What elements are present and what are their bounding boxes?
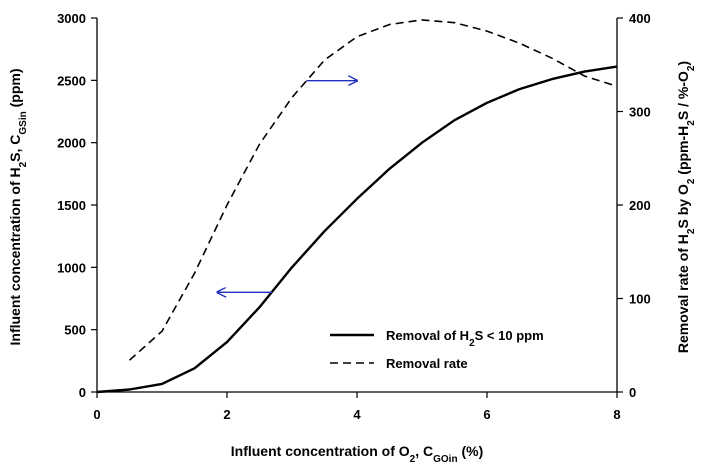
legend-0-part-0: Removal of H [386,328,469,343]
removal-h2s-line [96,65,618,394]
left-y-axis-title: Influent concentration of H2S, CGSin (pp… [7,68,29,345]
left-y-axis-ticks: 0 500 1000 1500 2000 2500 3000 [57,11,97,400]
left-y-title-part-0: Influent concentration of H [7,167,23,345]
right-y-tick-label: 200 [629,198,651,213]
annotation-layer [217,81,357,293]
left-y-tick-label: 0 [79,385,86,400]
legend-0-part-1: 2 [469,338,475,349]
x-axis-ticks: 0 2 4 6 8 [93,392,621,422]
right-y-title-part-4: (ppm-H [675,126,691,179]
series-layer [96,19,618,394]
x-tick-label: 2 [223,407,230,422]
x-title-part-2: , C [415,443,433,459]
legend-label-removal-h2s: Removal of H2S < 10 ppm [386,328,544,349]
x-axis-title: Influent concentration of O2, CGOin (%) [231,443,483,465]
left-y-tick-label: 1500 [57,198,86,213]
left-y-title-part-2: S, C [7,135,23,162]
right-y-title-part-0: Removal rate of H [675,234,691,353]
right-y-tick-label: 400 [629,11,651,26]
right-y-title-part-2: S by O [675,184,691,228]
x-title-part-0: Influent concentration of O [231,443,410,459]
left-y-tick-label: 2500 [57,73,86,88]
x-title-part-3: GOin [433,454,457,465]
left-y-title-part-4: (ppm) [7,68,23,111]
left-y-tick-label: 2000 [57,136,86,151]
right-y-tick-label: 300 [629,105,651,120]
right-y-axis-ticks: 0 100 200 300 400 [617,11,651,400]
left-y-tick-label: 3000 [57,11,86,26]
left-y-title-part-1: 2 [18,161,29,167]
right-y-title-part-1: 2 [686,228,697,234]
legend-1-part-0: Removal rate [386,356,468,371]
x-tick-label: 0 [93,407,100,422]
right-y-title-part-3: 2 [686,178,697,184]
legend-label-removal-rate: Removal rate [386,356,468,371]
right-y-title-part-5: 2 [686,120,697,126]
x-tick-label: 4 [353,407,361,422]
left-y-title-part-3: GSin [18,111,29,134]
right-y-tick-label: 0 [629,385,636,400]
x-tick-label: 8 [613,407,620,422]
right-y-title-part-6: S / %-O [675,71,691,120]
removal-rate-line [128,19,618,361]
legend: Removal of H2S < 10 ppm Removal rate [330,328,544,371]
left-y-tick-label: 500 [64,323,86,338]
x-title-part-1: 2 [410,454,416,465]
x-tick-label: 6 [483,407,490,422]
right-y-title-part-7: 2 [686,65,697,71]
x-title-part-4: (%) [458,443,484,459]
right-y-axis-title: Removal rate of H2S by O2 (ppm-H2S / %-O… [675,61,697,353]
left-y-tick-label: 1000 [57,260,86,275]
legend-0-part-2: S < 10 ppm [475,328,544,343]
right-y-title-part-8: ) [675,61,691,66]
right-y-tick-label: 100 [629,292,651,307]
